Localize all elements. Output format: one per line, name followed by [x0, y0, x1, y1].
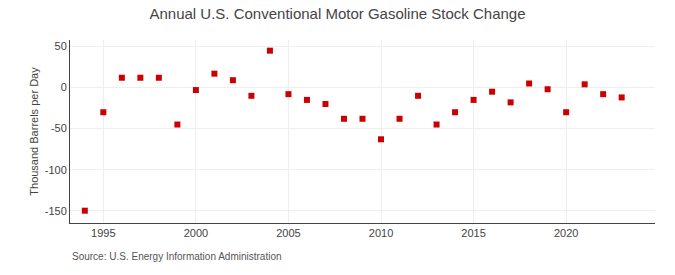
svg-text:2015: 2015: [461, 227, 485, 239]
svg-text:1995: 1995: [91, 227, 115, 239]
svg-text:2010: 2010: [369, 227, 393, 239]
svg-text:-50: -50: [51, 122, 67, 134]
svg-text:Source: U.S. Energy Informatio: Source: U.S. Energy Information Administ…: [72, 251, 282, 262]
svg-text:-150: -150: [45, 205, 67, 217]
svg-text:Thousand Barrels per Day: Thousand Barrels per Day: [28, 67, 40, 196]
svg-text:2000: 2000: [184, 227, 208, 239]
svg-text:50: 50: [55, 40, 67, 52]
svg-text:Annual U.S. Conventional Motor: Annual U.S. Conventional Motor Gasoline …: [149, 5, 525, 22]
svg-text:2020: 2020: [554, 227, 578, 239]
svg-text:-100: -100: [45, 164, 67, 176]
svg-text:2005: 2005: [276, 227, 300, 239]
svg-text:0: 0: [61, 81, 67, 93]
